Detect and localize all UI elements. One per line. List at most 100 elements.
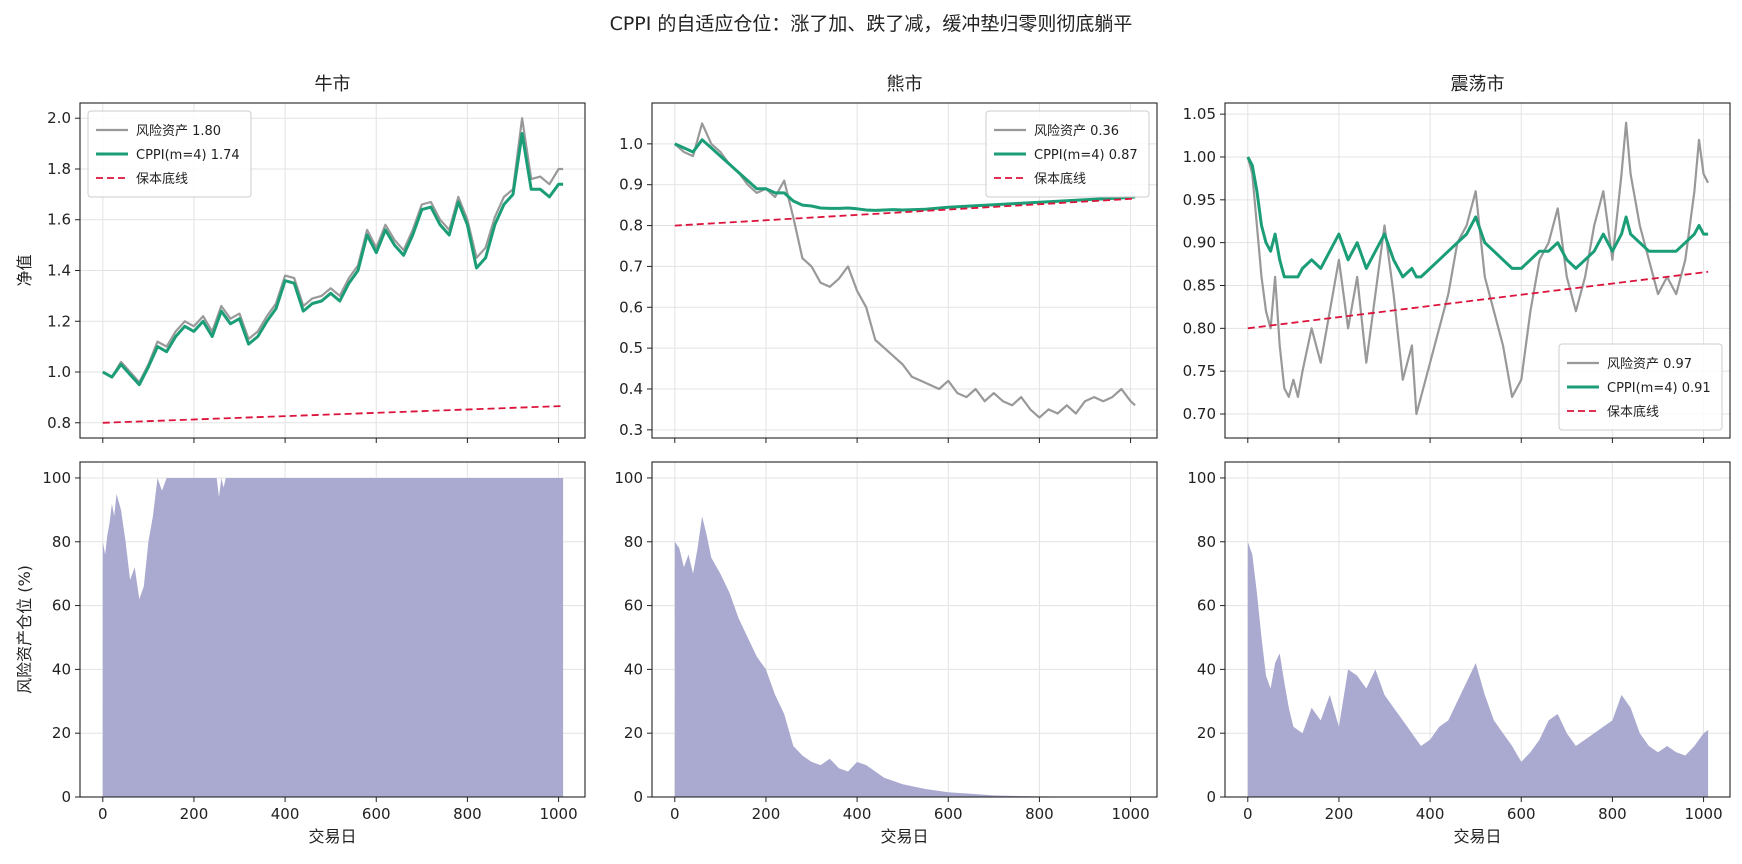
legend: 风险资产 1.80 CPPI(m=4) 1.74 保本底线 <box>87 110 252 198</box>
y-tick-label: 80 <box>52 533 71 551</box>
panel-title: 震荡市 <box>1451 74 1505 95</box>
series-line-floor <box>674 197 1136 227</box>
y-tick-label: 20 <box>1197 724 1216 742</box>
y-tick-label: 0.95 <box>1183 191 1216 209</box>
y-tick-label: 0.85 <box>1183 276 1216 294</box>
x-tick-label: 400 <box>843 805 872 823</box>
y-tick-label: 0.3 <box>619 421 643 439</box>
axes-frame <box>651 461 1158 798</box>
series-line-cppi <box>674 138 1136 212</box>
panel-choppy-nav: 0.70 0.75 0.80 0.85 0.90 0.95 1.00 1.05 震荡市风险资产 … <box>1183 74 1731 443</box>
y-tick-label: 0.75 <box>1183 362 1216 380</box>
y-tick-label: 0.70 <box>1183 405 1216 423</box>
legend-label: CPPI(m=4) 0.87 <box>1034 148 1138 163</box>
y-tick-label: 1.0 <box>619 135 643 153</box>
y-tick-label: 0 <box>633 788 643 806</box>
y-tick-label: 0.8 <box>47 414 71 432</box>
allocation-area <box>102 478 564 797</box>
allocation-area <box>674 516 1136 797</box>
plot-area <box>1247 541 1709 797</box>
y-tick-label: 0 <box>1206 788 1216 806</box>
axes-frame <box>79 461 586 798</box>
x-tick-label: 800 <box>1598 805 1627 823</box>
y-tick-label: 80 <box>1197 533 1216 551</box>
y-tick-label: 0 <box>61 788 71 806</box>
y-tick-label: 60 <box>52 597 71 615</box>
x-tick-label: 1000 <box>539 805 577 823</box>
x-tick-label: 600 <box>1507 805 1536 823</box>
y-tick-label: 100 <box>614 469 643 487</box>
panel-bear-alloc: 0 200 400 600 800 1000 0 20 40 60 80 100 交易日 <box>614 461 1158 846</box>
series-line-floor <box>102 405 564 424</box>
x-tick-label: 0 <box>670 805 680 823</box>
y-tick-label: 100 <box>42 469 71 487</box>
legend-label: 保本底线 <box>136 171 188 187</box>
x-axis-label: 交易日 <box>880 827 928 846</box>
y-tick-label: 2.0 <box>47 109 71 127</box>
y-tick-label: 1.2 <box>47 312 71 330</box>
x-tick-label: 600 <box>362 805 391 823</box>
x-tick-label: 0 <box>98 805 108 823</box>
panel-title: 熊市 <box>887 74 923 95</box>
x-tick-label: 1000 <box>1684 805 1722 823</box>
y-tick-label: 40 <box>52 660 71 678</box>
panel-bull-alloc: 0 200 400 600 800 1000 0 20 40 60 80 100 交易日 风险资产仓位 (… <box>15 461 586 846</box>
series-line-cppi <box>1246 156 1709 279</box>
allocation-area <box>1247 541 1709 797</box>
y-axis-label: 风险资产仓位 (%) <box>15 565 34 694</box>
plot-area <box>674 516 1136 797</box>
plot-area <box>102 117 564 424</box>
x-tick-label: 1000 <box>1111 805 1149 823</box>
legend-box <box>87 110 252 198</box>
y-tick-label: 1.4 <box>47 262 71 280</box>
legend: 风险资产 0.97 CPPI(m=4) 0.91 保本底线 <box>1558 343 1723 431</box>
y-tick-label: 40 <box>1197 660 1216 678</box>
plot-area <box>102 478 564 797</box>
legend-label: 风险资产 0.36 <box>1034 124 1119 139</box>
y-tick-label: 1.6 <box>47 211 71 229</box>
legend-label: 保本底线 <box>1607 404 1659 420</box>
y-tick-label: 80 <box>624 533 643 551</box>
y-tick-label: 0.6 <box>619 298 643 316</box>
plot-area <box>1246 121 1710 416</box>
y-tick-label: 100 <box>1187 469 1216 487</box>
legend-label: CPPI(m=4) 1.74 <box>136 148 240 163</box>
legend-label: CPPI(m=4) 0.91 <box>1607 381 1711 396</box>
x-tick-label: 800 <box>453 805 482 823</box>
y-tick-label: 1.05 <box>1183 105 1216 123</box>
y-tick-label: 1.8 <box>47 160 71 178</box>
y-tick-label: 0.90 <box>1183 234 1216 252</box>
y-tick-label: 0.7 <box>619 257 643 275</box>
x-tick-label: 600 <box>934 805 963 823</box>
panel-title: 牛市 <box>315 74 351 95</box>
figure-title: CPPI 的自适应仓位：涨了加、跌了减，缓冲垫归零则彻底躺平 <box>609 13 1133 35</box>
x-tick-label: 0 <box>1243 805 1253 823</box>
x-tick-label: 200 <box>180 805 209 823</box>
axes-frame <box>651 102 1158 439</box>
x-axis-label: 交易日 <box>308 827 356 846</box>
y-tick-label: 1.00 <box>1183 148 1216 166</box>
series-line-risky <box>674 122 1136 419</box>
series-line-floor <box>1247 270 1709 330</box>
legend-box <box>1558 343 1723 431</box>
y-tick-label: 0.5 <box>619 339 643 357</box>
plot-area <box>674 122 1136 419</box>
legend-label: 风险资产 0.97 <box>1607 357 1692 372</box>
y-tick-label: 0.8 <box>619 217 643 235</box>
series-line-cppi <box>102 132 564 387</box>
y-tick-label: 20 <box>624 724 643 742</box>
y-tick-label: 40 <box>624 660 643 678</box>
legend: 风险资产 0.36 CPPI(m=4) 0.87 保本底线 <box>985 110 1150 198</box>
legend-label: 风险资产 1.80 <box>136 124 221 139</box>
panel-choppy-alloc: 0 200 400 600 800 1000 0 20 40 60 80 100 交易日 <box>1187 461 1731 846</box>
y-tick-label: 60 <box>1197 597 1216 615</box>
x-tick-label: 800 <box>1025 805 1054 823</box>
x-tick-label: 200 <box>752 805 781 823</box>
y-tick-label: 1.0 <box>47 363 71 381</box>
x-tick-label: 400 <box>1416 805 1445 823</box>
axes-frame <box>1224 102 1731 439</box>
y-axis-label: 净值 <box>15 254 34 286</box>
